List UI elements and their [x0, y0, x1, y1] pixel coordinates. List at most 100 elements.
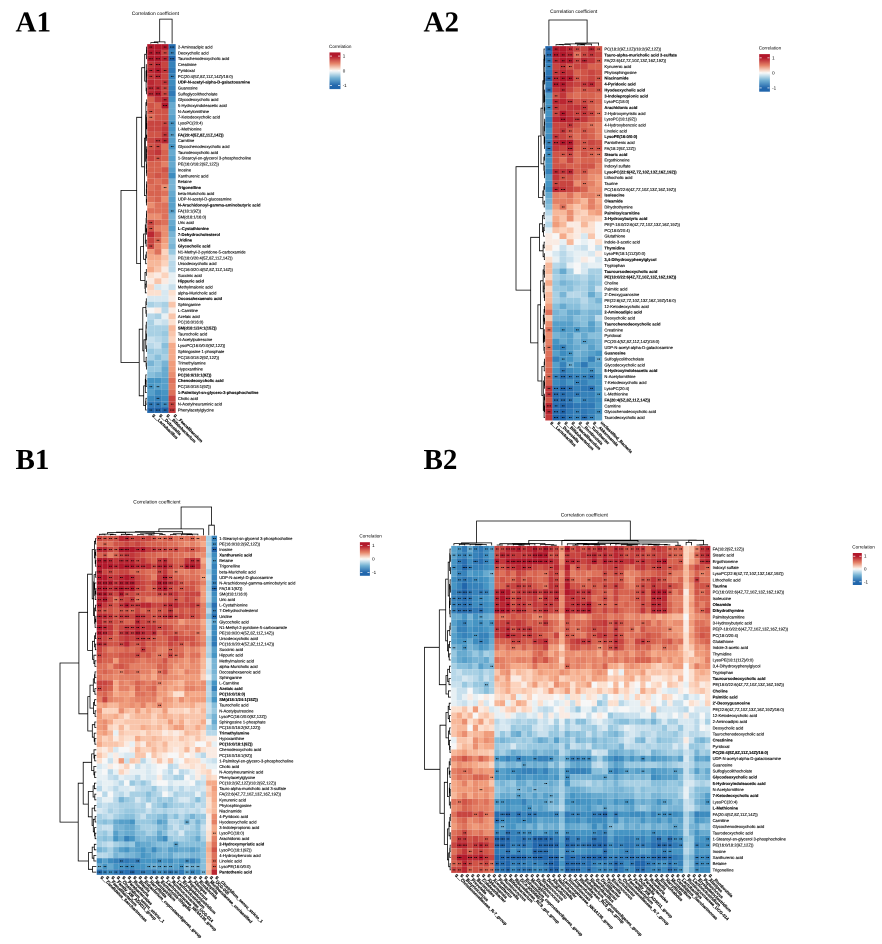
svg-text:7-Ketodeoxycholic acid: 7-Ketodeoxycholic acid	[604, 380, 647, 385]
svg-text:Sphinganine: Sphinganine	[178, 302, 201, 307]
svg-text:LysoPC(20:4): LysoPC(20:4)	[713, 799, 739, 804]
svg-text:L-Carnitine: L-Carnitine	[219, 680, 240, 685]
svg-text:beta-Muricholic acid: beta-Muricholic acid	[178, 191, 215, 196]
svg-text:beta-Muricholic acid: beta-Muricholic acid	[219, 569, 256, 574]
svg-text:Glutathione: Glutathione	[713, 639, 735, 644]
svg-text:Phenylacetylglycine: Phenylacetylglycine	[219, 775, 256, 780]
svg-text:SM(d18:1/24:1(15Z)): SM(d18:1/24:1(15Z))	[219, 697, 258, 702]
svg-text:Guanosine: Guanosine	[178, 85, 199, 90]
svg-text:FA(20:4(5Z,8Z,11Z,14Z)): FA(20:4(5Z,8Z,11Z,14Z))	[604, 397, 650, 402]
svg-text:PC(20:4(5Z,8Z,11Z,14Z)/18:0): PC(20:4(5Z,8Z,11Z,14Z)/18:0)	[713, 750, 769, 755]
svg-text:LysoPC(20:4): LysoPC(20:4)	[604, 386, 630, 391]
svg-text:Linoleic acid: Linoleic acid	[219, 858, 242, 863]
svg-text:FA(18:2(9Z,12Z)): FA(18:2(9Z,12Z))	[713, 546, 745, 551]
svg-text:3-Hydroxybutyric acid: 3-Hydroxybutyric acid	[713, 620, 753, 625]
svg-text:Correlation coefficient: Correlation coefficient	[132, 11, 180, 17]
svg-text:FA(18:1(9Z)): FA(18:1(9Z))	[178, 208, 202, 213]
svg-text:Inosine: Inosine	[178, 167, 192, 172]
svg-text:Taurodeoxycholic acid: Taurodeoxycholic acid	[604, 415, 645, 420]
svg-text:Betaine: Betaine	[713, 861, 728, 866]
svg-text:PE(18:0/22:6(4Z,7Z,10Z,13Z,16Z: PE(18:0/22:6(4Z,7Z,10Z,13Z,16Z,19Z))	[604, 275, 677, 280]
svg-text:Trigonelline: Trigonelline	[178, 185, 202, 190]
svg-text:Methylmalonic acid: Methylmalonic acid	[219, 658, 255, 663]
svg-text:Oleamide: Oleamide	[713, 602, 732, 607]
svg-text:Tauroursodeoxycholic acid: Tauroursodeoxycholic acid	[604, 269, 657, 274]
svg-text:7-Dehydrocholesterol: 7-Dehydrocholesterol	[219, 608, 258, 613]
svg-text:Sulfoglycolithocholate: Sulfoglycolithocholate	[178, 91, 218, 96]
svg-text:L-Cystathionine: L-Cystathionine	[178, 226, 210, 231]
svg-text:Docosahexaenoic acid: Docosahexaenoic acid	[178, 296, 223, 301]
svg-text:Trigonelline: Trigonelline	[219, 564, 241, 569]
svg-text:Stearic acid: Stearic acid	[604, 152, 627, 157]
svg-text:Phytosphingosine: Phytosphingosine	[604, 70, 637, 75]
svg-text:12-Ketodeoxycholic acid: 12-Ketodeoxycholic acid	[713, 713, 758, 718]
svg-text:Lithocholic acid: Lithocholic acid	[604, 175, 633, 180]
svg-text:Palmitic acid: Palmitic acid	[604, 286, 628, 291]
svg-text:Taurochenodeoxycholic acid: Taurochenodeoxycholic acid	[178, 56, 230, 61]
svg-text:LysoPC(18:0): LysoPC(18:0)	[219, 831, 245, 836]
svg-text:3,4-Dihydroxyphenylglycol: 3,4-Dihydroxyphenylglycol	[604, 257, 656, 262]
svg-text:Arachidonic acid: Arachidonic acid	[604, 105, 637, 110]
svg-text:Hypoxanthine: Hypoxanthine	[178, 367, 204, 372]
svg-text:Isoleucine: Isoleucine	[713, 596, 732, 601]
svg-text:12-Ketodeoxycholic acid: 12-Ketodeoxycholic acid	[604, 304, 649, 309]
svg-text:Tryptophan: Tryptophan	[604, 263, 625, 268]
svg-text:2-Hydroxymyristic acid: 2-Hydroxymyristic acid	[219, 842, 265, 847]
svg-text:Trimethylamine: Trimethylamine	[219, 731, 250, 736]
svg-text:Xanthurenic acid: Xanthurenic acid	[713, 855, 744, 860]
svg-text:L-Methionine: L-Methionine	[178, 126, 202, 131]
svg-text:SM(d18:1/24:1(15Z)): SM(d18:1/24:1(15Z))	[178, 326, 217, 331]
svg-text:Uridine: Uridine	[219, 614, 233, 619]
svg-text:L-Carnitine: L-Carnitine	[178, 308, 199, 313]
svg-text:Creatinine: Creatinine	[178, 62, 197, 67]
svg-text:-1: -1	[343, 83, 347, 88]
svg-text:1-Stearoyl-sn-glycerol 3-phosp: 1-Stearoyl-sn-glycerol 3-phosphocholine	[178, 156, 252, 161]
svg-text:5-Hydroxyindoleacetic acid: 5-Hydroxyindoleacetic acid	[713, 781, 767, 786]
svg-text:Uric acid: Uric acid	[178, 220, 195, 225]
svg-text:PC(16:0/20:4(5Z,8Z,11Z,14Z)): PC(16:0/20:4(5Z,8Z,11Z,14Z))	[219, 642, 275, 647]
svg-text:PC(16:0/20:4(5Z,8Z,11Z,14Z)): PC(16:0/20:4(5Z,8Z,11Z,14Z))	[178, 267, 234, 272]
svg-text:FA(20:4(5Z,8Z,11Z,14Z)): FA(20:4(5Z,8Z,11Z,14Z))	[713, 812, 759, 817]
svg-text:PC(16:0/16:0): PC(16:0/16:0)	[219, 692, 246, 697]
svg-text:Isoleucine: Isoleucine	[604, 193, 625, 198]
svg-text:Betaine: Betaine	[219, 558, 234, 563]
svg-text:2-Aminoadipic acid: 2-Aminoadipic acid	[604, 310, 642, 315]
svg-text:Pantothenic acid: Pantothenic acid	[604, 140, 635, 145]
svg-text:Kynurenic acid: Kynurenic acid	[604, 64, 632, 69]
svg-text:Glycocholic acid: Glycocholic acid	[178, 244, 211, 249]
svg-text:2'-Deoxyguanosine: 2'-Deoxyguanosine	[713, 701, 751, 706]
svg-text:Tryptophan: Tryptophan	[713, 670, 734, 675]
svg-text:PC(18:2(9Z,12Z)/18:2(9Z,12Z)): PC(18:2(9Z,12Z)/18:2(9Z,12Z))	[219, 781, 277, 786]
svg-text:4-Pyridoxic acid: 4-Pyridoxic acid	[219, 814, 249, 819]
svg-text:1-Palmitoyl-sn-glycero-3-phosp: 1-Palmitoyl-sn-glycero-3-phosphocholine	[219, 758, 294, 763]
svg-text:LysoPC(18:1(9Z)): LysoPC(18:1(9Z))	[604, 117, 637, 122]
svg-text:Correlation: Correlation	[359, 534, 382, 539]
svg-text:N-Arachidonoyl-gamma-aminobuty: N-Arachidonoyl-gamma-aminobutyric acid	[178, 203, 261, 208]
svg-text:Thymidine: Thymidine	[604, 245, 625, 250]
svg-text:5-Hydroxyindoleacetic acid: 5-Hydroxyindoleacetic acid	[604, 368, 658, 373]
svg-text:4-Pyridoxic acid: 4-Pyridoxic acid	[604, 82, 636, 87]
svg-text:1-Stearoyl-sn-glycerol 3-phosp: 1-Stearoyl-sn-glycerol 3-phosphocholine	[219, 536, 293, 541]
svg-text:Phytosphingosine: Phytosphingosine	[219, 803, 252, 808]
svg-text:Guanosine: Guanosine	[604, 351, 626, 356]
svg-text:PC(16:0/18:1(9Z)): PC(16:0/18:1(9Z))	[178, 372, 212, 377]
svg-text:Indoxyl sulfate: Indoxyl sulfate	[713, 565, 740, 570]
svg-text:Carnitine: Carnitine	[713, 818, 730, 823]
svg-text:Arachidonic acid: Arachidonic acid	[219, 836, 250, 841]
svg-text:Hypoxanthine: Hypoxanthine	[219, 736, 245, 741]
svg-text:N-Acetylneuraminic acid: N-Acetylneuraminic acid	[178, 402, 223, 407]
svg-text:Azelaic acid: Azelaic acid	[178, 314, 201, 319]
svg-text:Glutathione: Glutathione	[604, 234, 626, 239]
svg-text:PE(16:0/18:2(9Z,12Z)): PE(16:0/18:2(9Z,12Z))	[178, 162, 220, 167]
svg-text:LysoPE(18:1(11Z)/0:0): LysoPE(18:1(11Z)/0:0)	[604, 251, 646, 256]
svg-text:Dihydrothymine: Dihydrothymine	[604, 204, 633, 209]
svg-text:2-Aminoadipic acid: 2-Aminoadipic acid	[713, 719, 748, 724]
svg-text:Lithocholic acid: Lithocholic acid	[713, 577, 742, 582]
svg-text:7-Ketodeoxycholic acid: 7-Ketodeoxycholic acid	[713, 793, 759, 798]
svg-text:Chenodeoxycholic acid: Chenodeoxycholic acid	[178, 378, 224, 383]
svg-text:Ursodeoxycholic acid: Ursodeoxycholic acid	[178, 261, 217, 266]
svg-text:PE(16:0/18:2(9Z,12Z)): PE(16:0/18:2(9Z,12Z))	[219, 541, 261, 546]
svg-text:alpha-Muricholic acid: alpha-Muricholic acid	[178, 290, 217, 295]
svg-text:Pyridoxal: Pyridoxal	[604, 333, 621, 338]
svg-text:N-Acetylornithine: N-Acetylornithine	[178, 109, 210, 114]
